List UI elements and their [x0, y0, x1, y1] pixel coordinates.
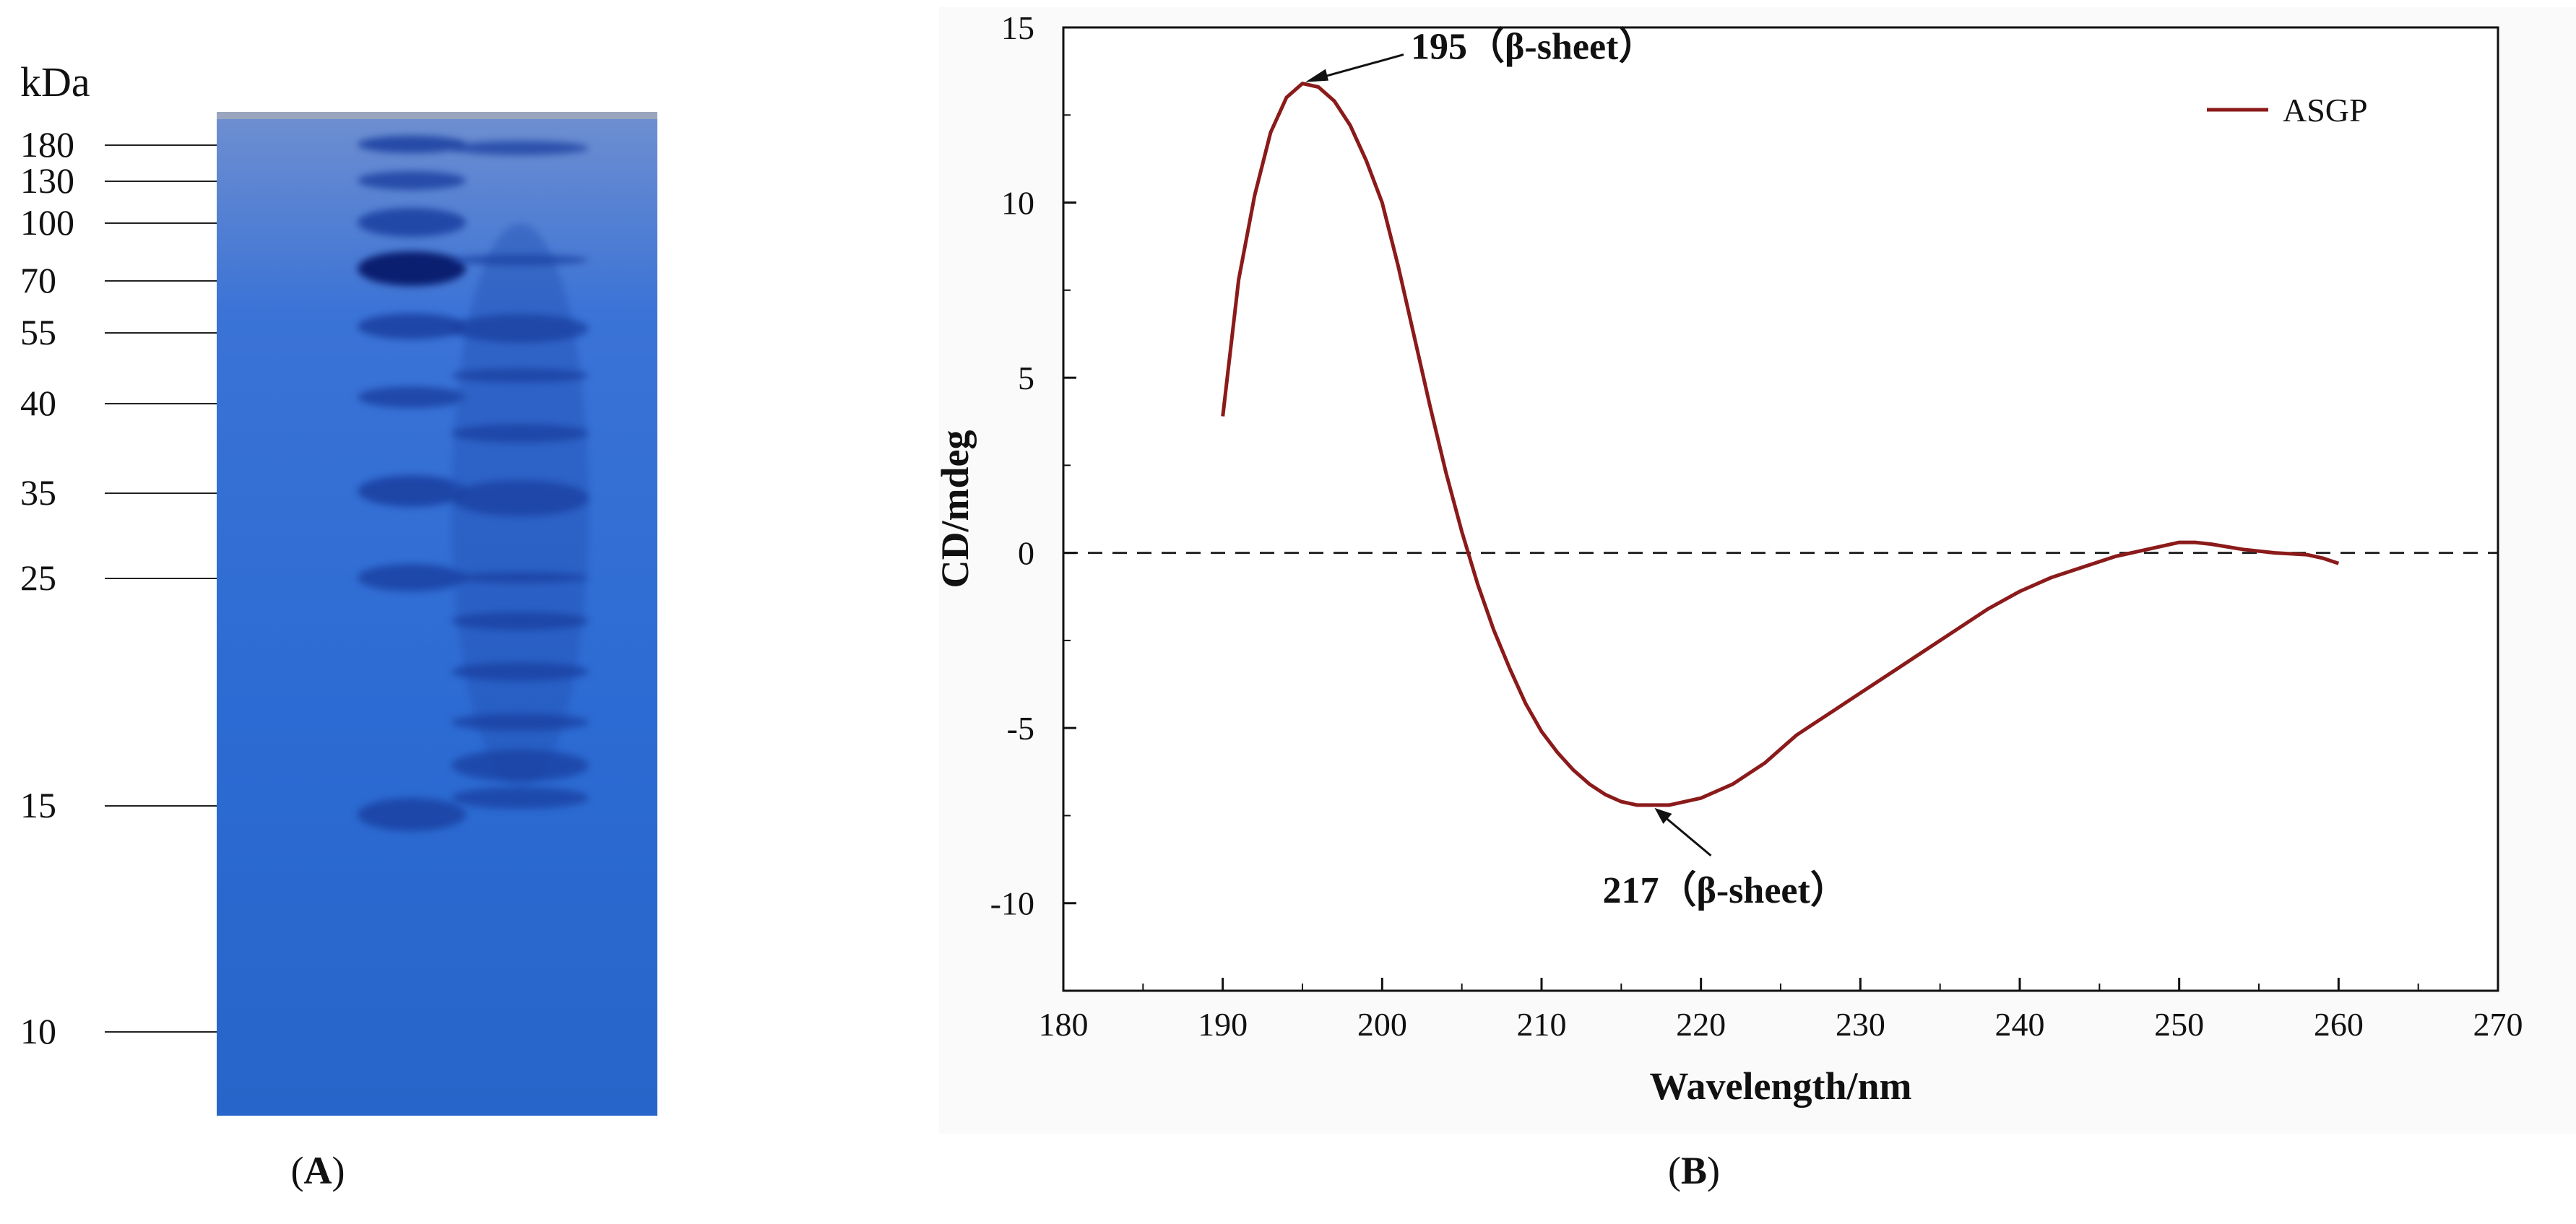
sample-band — [451, 713, 589, 731]
marker-label-100: 100 — [20, 202, 74, 243]
ladder-band — [358, 171, 466, 190]
kda-unit-label: kDa — [20, 58, 90, 105]
x-tick-label: 270 — [2473, 1006, 2523, 1043]
marker-label-180: 180 — [20, 124, 74, 165]
marker-line-35 — [105, 492, 314, 494]
marker-line-15 — [105, 805, 314, 807]
marker-line-10 — [105, 1031, 314, 1033]
marker-label-10: 10 — [20, 1011, 56, 1051]
gel-image — [217, 112, 657, 1116]
x-tick-label: 210 — [1517, 1006, 1567, 1043]
caption-close: ) — [1707, 1149, 1720, 1192]
x-tick-label: 220 — [1676, 1006, 1726, 1043]
x-tick-label: 190 — [1198, 1006, 1248, 1043]
sample-band — [451, 662, 589, 681]
marker-label-35: 35 — [20, 472, 56, 513]
caption-open: ( — [290, 1149, 304, 1192]
marker-line-100 — [105, 222, 314, 224]
ladder-band — [358, 564, 466, 591]
sample-band — [451, 572, 589, 583]
ladder-band — [358, 798, 466, 831]
y-tick-label: 5 — [1018, 360, 1034, 396]
marker-label-25: 25 — [20, 557, 56, 598]
marker-label-40: 40 — [20, 383, 56, 423]
x-tick-label: 200 — [1357, 1006, 1407, 1043]
sample-band — [451, 787, 589, 809]
ladder-band — [358, 208, 466, 237]
annotation-label-217: 217（β-sheet） — [1602, 869, 1847, 911]
marker-label-70: 70 — [20, 260, 56, 300]
y-tick-label: 0 — [1018, 535, 1034, 572]
ladder-band — [358, 313, 466, 339]
sample-band — [451, 141, 589, 155]
y-axis-label: CD/mdeg — [933, 430, 977, 589]
sample-band — [451, 314, 589, 343]
x-tick-label: 180 — [1039, 1006, 1089, 1043]
ladder-band — [358, 475, 466, 507]
marker-line-130 — [105, 181, 314, 182]
sample-band — [451, 368, 589, 383]
caption-open: ( — [1668, 1149, 1681, 1192]
y-tick-label: 15 — [1001, 9, 1034, 46]
x-tick-label: 230 — [1836, 1006, 1885, 1043]
marker-line-25 — [105, 578, 314, 579]
x-tick-label: 250 — [2154, 1006, 2204, 1043]
annotation-arrowhead-217 — [1654, 807, 1672, 824]
marker-line-55 — [105, 332, 314, 334]
sample-band — [451, 480, 589, 516]
sample-band — [451, 750, 589, 781]
caption-letter: A — [303, 1149, 332, 1192]
marker-line-40 — [105, 403, 314, 404]
ladder-band — [358, 386, 466, 408]
y-tick-label: -5 — [1007, 710, 1034, 747]
panel-b-cd-chart: 180 190 200 210 220 230 240 250 260 270 -10 -5 0 5 10 1… — [910, 0, 2576, 1224]
y-axis-ticks: -10 -5 0 5 10 15 — [990, 9, 1076, 991]
sample-band — [451, 424, 589, 443]
caption-letter: B — [1680, 1149, 1708, 1192]
annotation-arrowhead-195 — [1305, 69, 1328, 82]
annotations: 195（β-sheet） 217（β-sheet） — [1305, 26, 1848, 911]
marker-label-130: 130 — [20, 160, 74, 201]
series-line-asgp — [1221, 82, 2340, 807]
legend-label: ASGP — [2283, 92, 2368, 129]
cd-spectrum-chart: 180 190 200 210 220 230 240 250 260 270 -10 -5 0 5 10 1… — [933, 7, 2576, 1134]
sample-band — [451, 255, 589, 265]
sample-band — [451, 612, 589, 630]
marker-label-15: 15 — [20, 785, 56, 825]
panel-a-gel: kDa 180 130 100 70 55 40 35 25 15 10 (A) — [0, 0, 708, 1224]
panel-b-caption: (B) — [1668, 1148, 1720, 1193]
ladder-band — [358, 251, 466, 286]
marker-line-180 — [105, 144, 314, 146]
x-axis-ticks: 180 190 200 210 220 230 240 250 260 270 — [1039, 978, 2523, 1043]
panel-a-caption: (A) — [291, 1148, 345, 1193]
y-tick-label: -10 — [990, 885, 1034, 922]
legend: ASGP — [2207, 92, 2368, 129]
ladder-band — [358, 136, 466, 153]
y-tick-label: 10 — [1001, 185, 1034, 222]
caption-close: ) — [332, 1149, 345, 1192]
annotation-label-195: 195（β-sheet） — [1411, 26, 1656, 68]
plot-area — [1063, 27, 2498, 991]
x-tick-label: 240 — [1995, 1006, 2045, 1043]
marker-line-70 — [105, 280, 314, 282]
marker-label-55: 55 — [20, 312, 56, 352]
gel-well-edge — [217, 112, 657, 119]
x-axis-label: Wavelength/nm — [1649, 1064, 1911, 1108]
x-tick-label: 260 — [2314, 1006, 2364, 1043]
